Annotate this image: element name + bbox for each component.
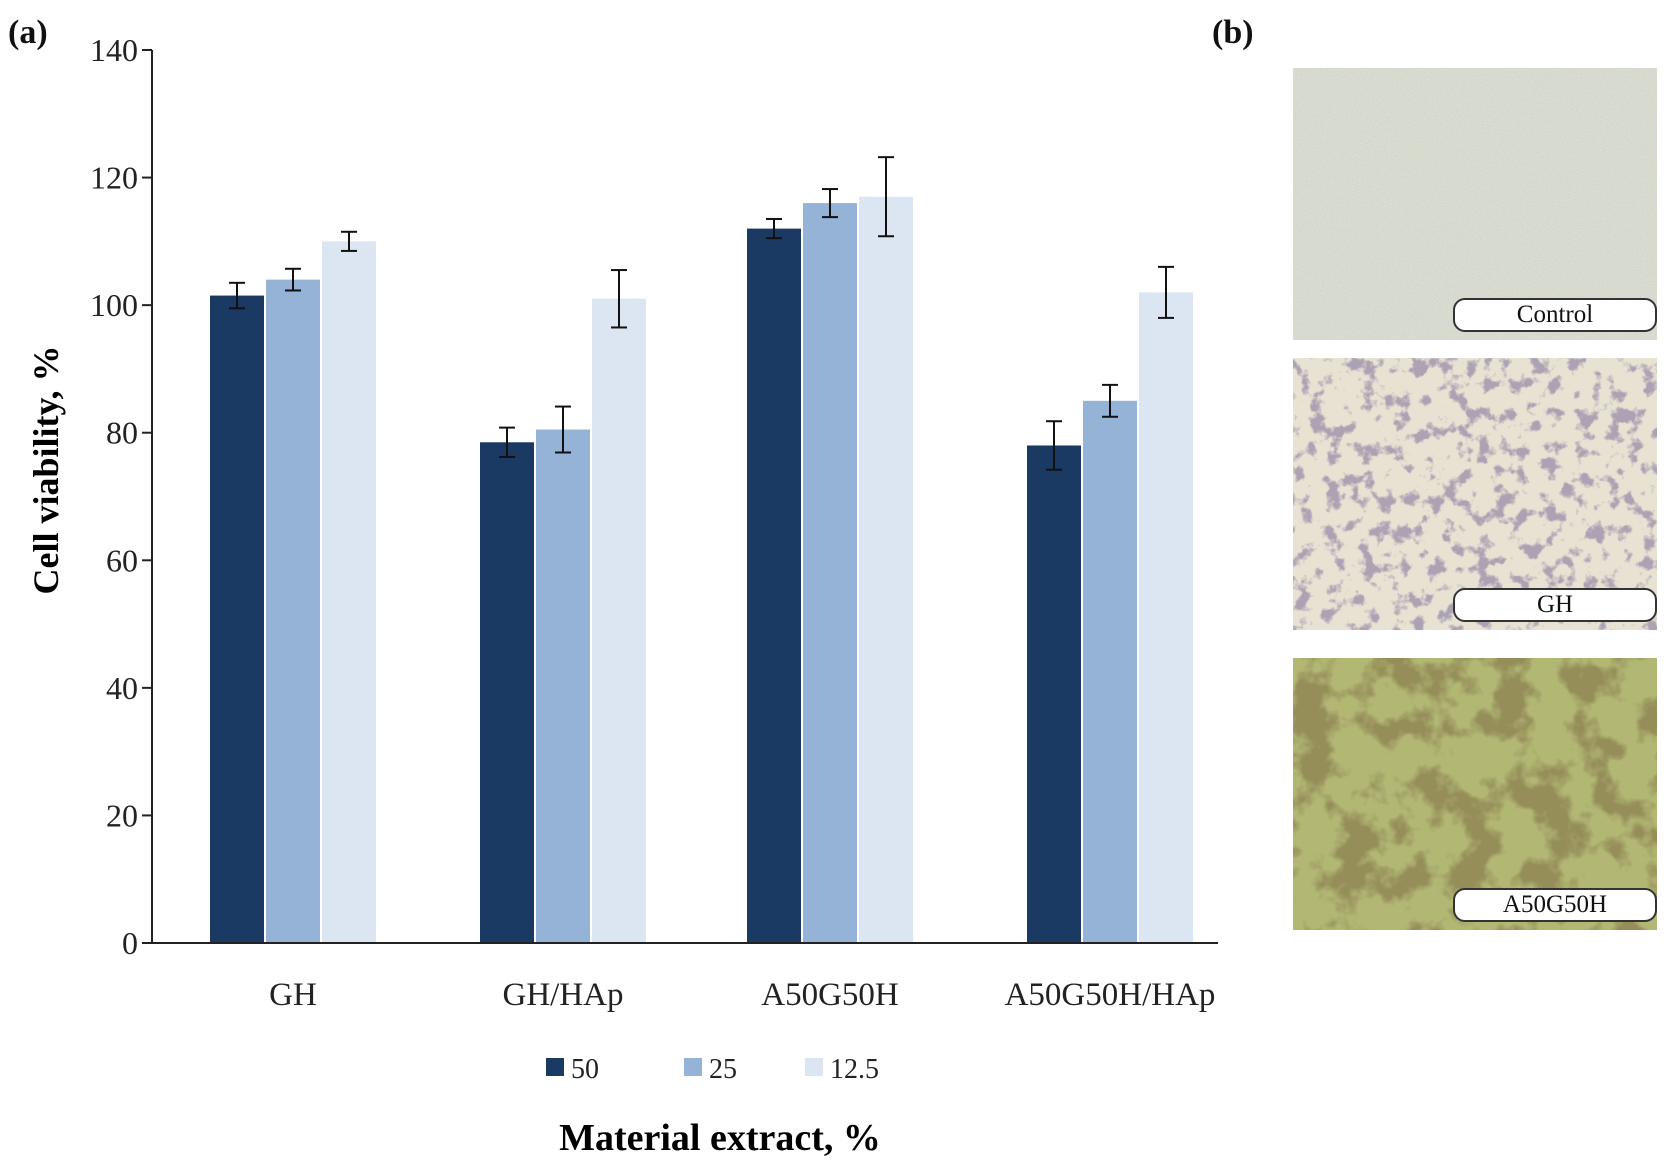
micrograph-label-gh: GH <box>1453 588 1657 622</box>
x-axis-title: Material extract, % <box>559 1117 881 1159</box>
bar-50 <box>480 442 534 943</box>
bar-12.5 <box>859 196 913 943</box>
y-tick-label: 100 <box>90 287 138 323</box>
x-tick-label: GH/HAp <box>503 977 624 1013</box>
micrograph-control-image <box>1293 68 1657 340</box>
x-tick-label: A50G50H/HAp <box>1005 977 1216 1013</box>
y-axis: 0 20 40 60 80 100 120 140 <box>90 32 153 961</box>
x-tick-label: GH <box>269 977 317 1013</box>
bar-50 <box>1027 445 1081 943</box>
panel-label-b: (b) <box>1212 14 1254 51</box>
bar-25 <box>266 279 320 944</box>
y-tick-label: 80 <box>106 415 138 451</box>
legend: 50 25 12.5 <box>546 1054 879 1085</box>
micrograph-gh-image <box>1293 358 1657 630</box>
micrograph-a50g50h-image <box>1293 658 1657 930</box>
y-tick-label: 20 <box>106 797 138 833</box>
bar-12.5 <box>592 298 646 943</box>
bar-chart: 0 20 40 60 80 100 120 140 GH GH/HAp A50G50H A50G50… <box>26 32 1218 1159</box>
y-tick-label: 120 <box>90 160 138 196</box>
legend-label-12.5: 12.5 <box>830 1054 879 1085</box>
micrograph-control: Control <box>1293 68 1657 340</box>
y-tick-label: 40 <box>106 670 138 706</box>
panel-label-a: (a) <box>8 14 48 51</box>
legend-swatch-12.5 <box>805 1058 823 1076</box>
bar-25 <box>803 203 857 944</box>
bar-50 <box>747 228 801 944</box>
micrograph-label-a50g50h: A50G50H <box>1453 888 1657 922</box>
bar-50 <box>210 295 264 943</box>
y-tick-label: 0 <box>122 925 138 961</box>
micrograph-label-control: Control <box>1453 298 1657 332</box>
legend-swatch-25 <box>684 1058 702 1076</box>
x-axis: GH GH/HAp A50G50H A50G50H/HAp <box>152 942 1218 1013</box>
legend-swatch-50 <box>546 1058 564 1076</box>
legend-label-25: 25 <box>709 1054 737 1085</box>
y-tick-label: 140 <box>90 32 138 68</box>
bar-12.5 <box>1139 292 1193 943</box>
micrograph-gh: GH <box>1293 358 1657 630</box>
bars <box>210 156 1193 944</box>
legend-label-50: 50 <box>571 1054 599 1085</box>
y-axis-title: Cell viability, % <box>26 345 66 594</box>
bar-25 <box>1083 400 1137 944</box>
bar-12.5 <box>322 241 376 943</box>
x-tick-label: A50G50H <box>761 977 899 1013</box>
bar-25 <box>536 429 590 943</box>
y-tick-label: 60 <box>106 542 138 578</box>
micrograph-a50g50h: A50G50H <box>1293 658 1657 930</box>
